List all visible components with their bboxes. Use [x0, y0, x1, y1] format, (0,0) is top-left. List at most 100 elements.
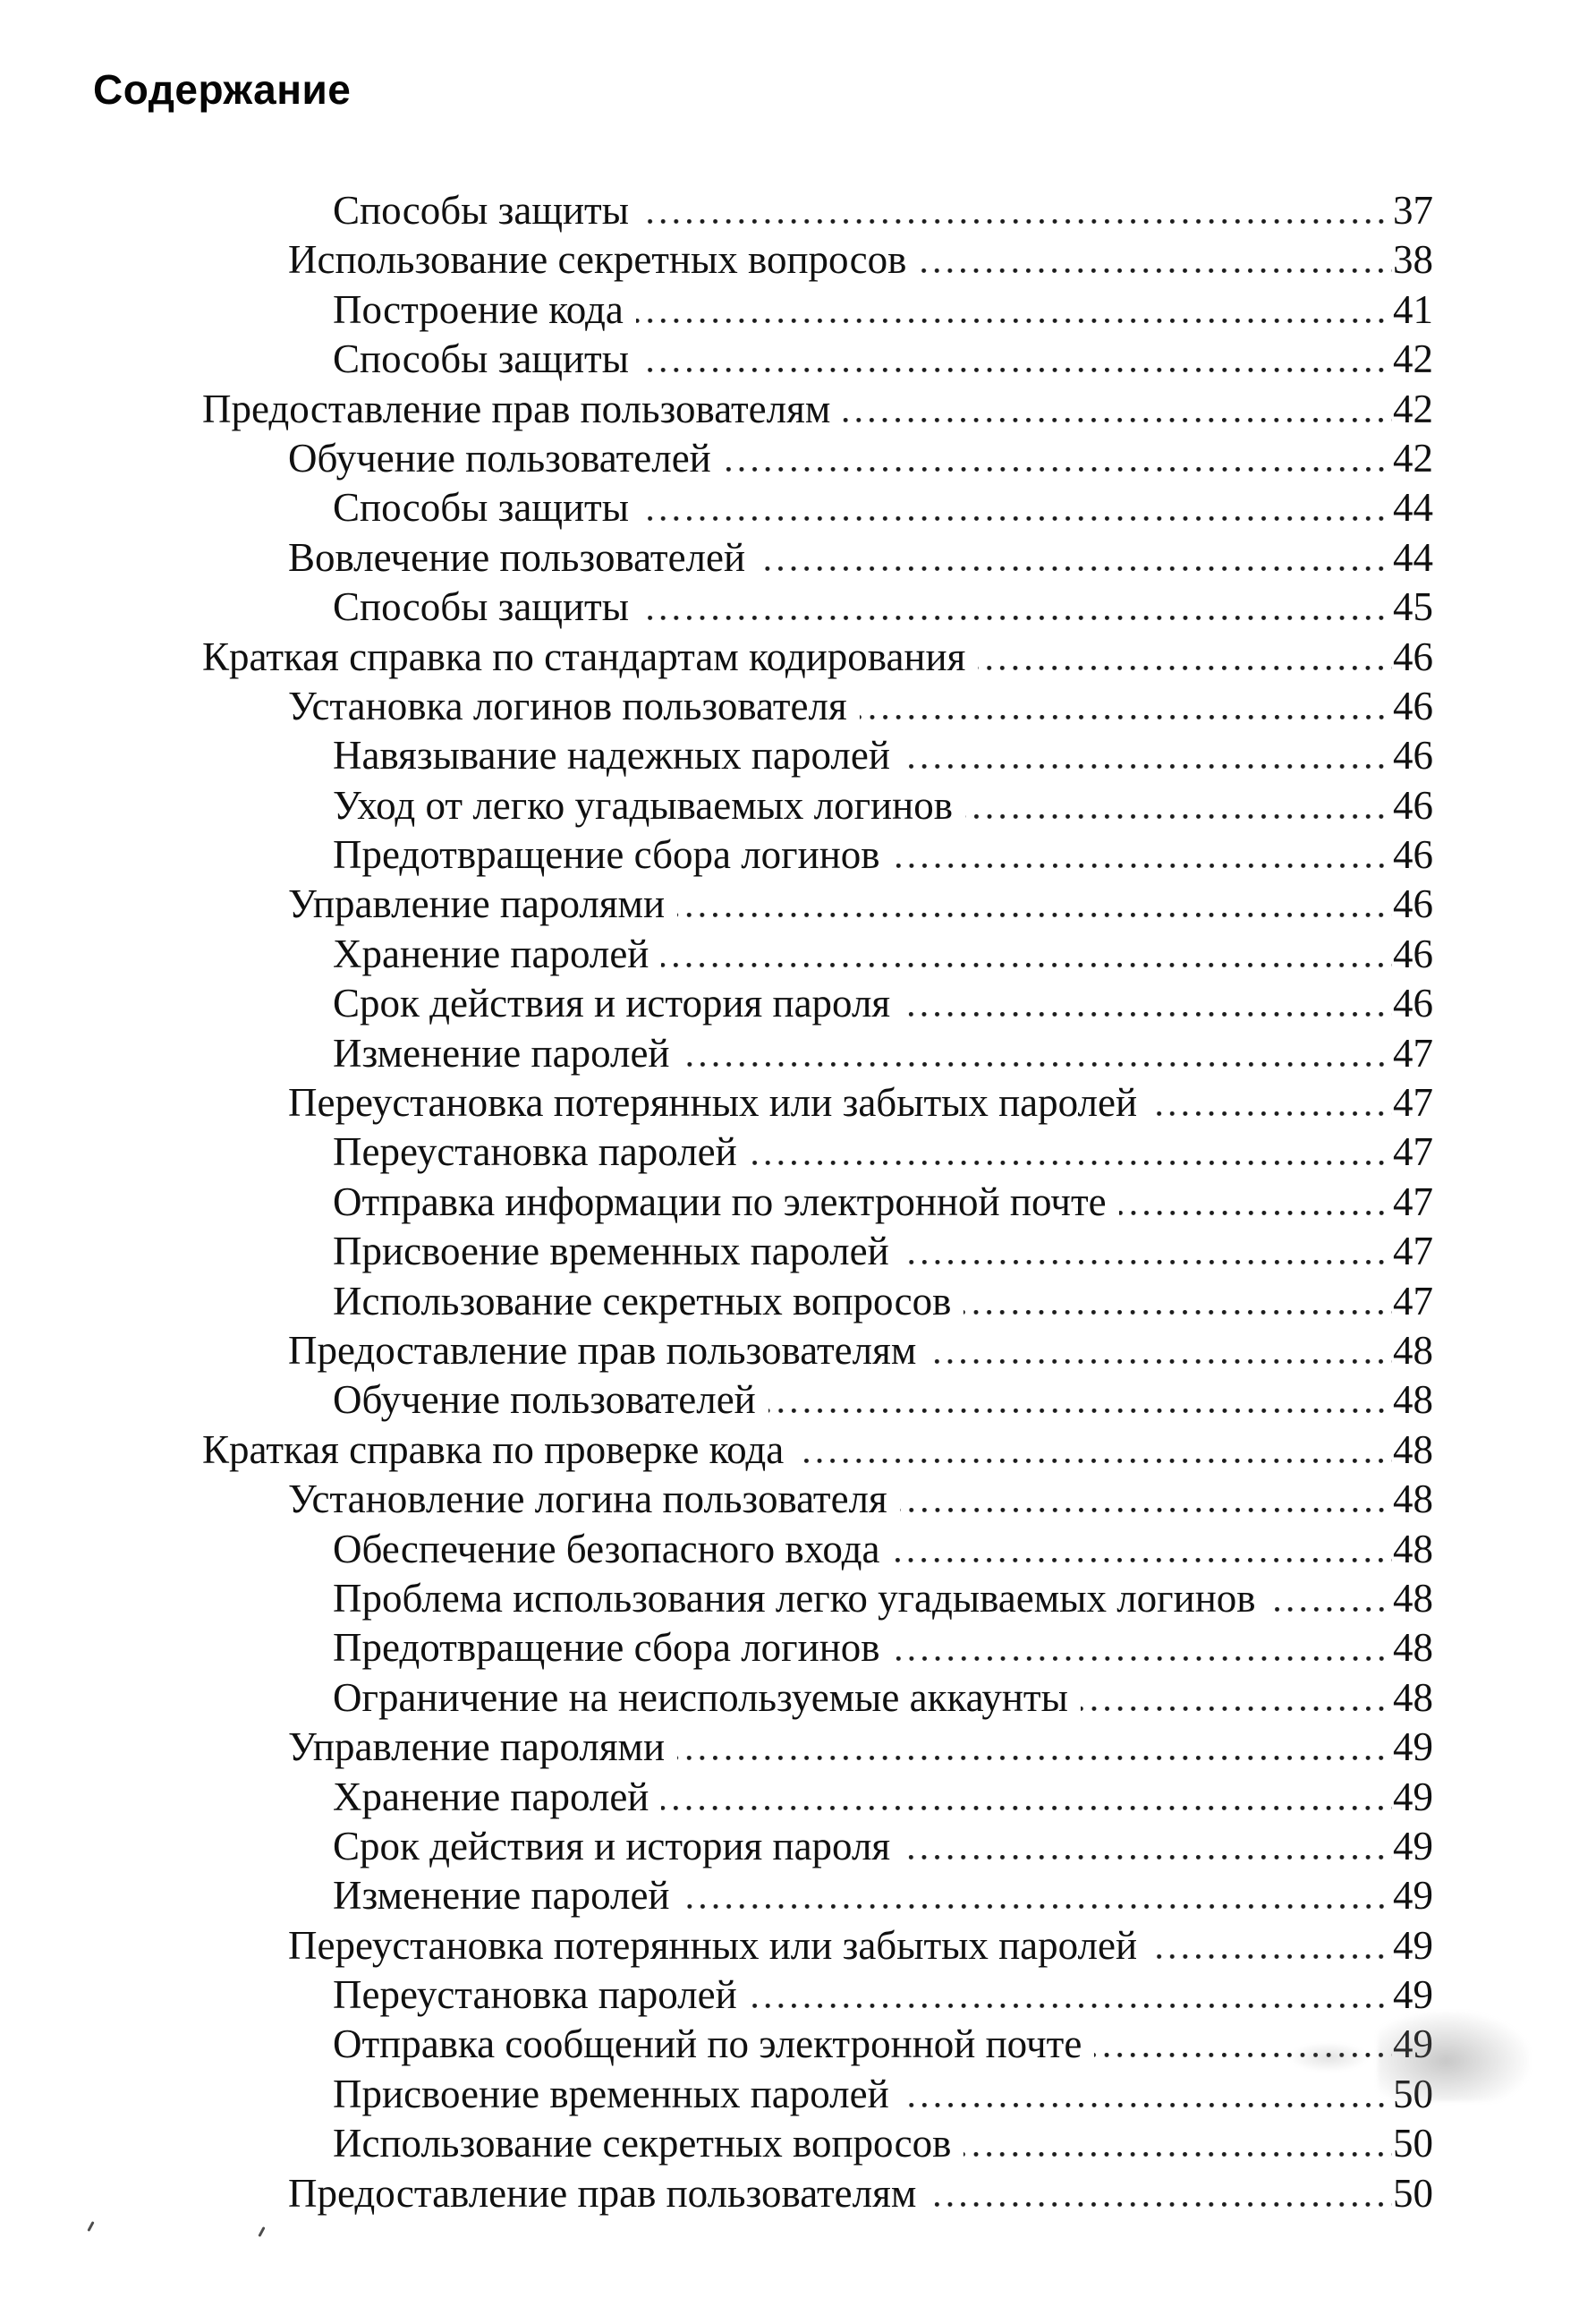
- toc-entry: Срок действия и история пароля 49: [0, 1822, 1596, 1871]
- dot-leader: [682, 1061, 1392, 1067]
- dot-leader: [661, 962, 1392, 967]
- dot-leader: [964, 813, 1392, 819]
- dot-leader: [1150, 1953, 1392, 1959]
- dot-leader: [677, 1756, 1392, 1761]
- toc-entry: Обучение пользователей 48: [0, 1375, 1596, 1425]
- toc-entry-page: 50: [1393, 2071, 1433, 2116]
- toc-entry-label: Срок действия и история пароля: [333, 981, 891, 1026]
- toc-entry-label: Уход от легко угадываемых логинов: [333, 782, 953, 828]
- toc-entry: Обучение пользователей 42: [0, 434, 1596, 483]
- toc-entry-page: 49: [1393, 1823, 1433, 1868]
- toc-entry-label: Присвоение временных паролей: [333, 1229, 889, 1274]
- toc-entry: Хранение паролей 46: [0, 930, 1596, 979]
- dot-leader: [964, 1309, 1392, 1315]
- dot-leader: [641, 368, 1392, 373]
- toc-entry-page: 47: [1393, 1030, 1433, 1076]
- toc-entry: Предотвращение сбора логинов 46: [0, 830, 1596, 880]
- toc-entry-page: 48: [1393, 1327, 1433, 1373]
- toc-entry-page: 44: [1393, 534, 1433, 580]
- toc-entry-label: Переустановка потерянных или забытых пар…: [288, 1080, 1138, 1126]
- toc-list: Способы защиты 37 Использование секретных …: [0, 186, 1596, 2218]
- toc-entry-page: 49: [1393, 1774, 1433, 1819]
- toc-entry-label: Краткая справка по стандартам кодировани…: [202, 634, 966, 679]
- dot-leader: [749, 1161, 1392, 1166]
- dot-leader: [964, 2152, 1392, 2158]
- dot-leader: [903, 1012, 1392, 1017]
- dot-leader: [843, 417, 1392, 422]
- toc-entry-page: 49: [1393, 1972, 1433, 2018]
- toc-entry-page: 50: [1393, 2121, 1433, 2166]
- toc-entry: Проблема использования легко угадываемых…: [0, 1574, 1596, 1623]
- toc-entry-page: 49: [1393, 1873, 1433, 1919]
- toc-entry-page: 44: [1393, 485, 1433, 531]
- scan-speck: [258, 2226, 266, 2238]
- toc-entry-label: Предоставление прав пользователям: [288, 2170, 917, 2216]
- toc-entry: Переустановка паролей 49: [0, 1970, 1596, 2020]
- toc-entry: Краткая справка по проверке кода 48: [0, 1426, 1596, 1475]
- dot-leader: [1118, 1210, 1392, 1215]
- dot-leader: [661, 1805, 1392, 1810]
- dot-leader: [758, 566, 1392, 571]
- dot-leader: [682, 1904, 1392, 1910]
- toc-entry: Хранение паролей 49: [0, 1773, 1596, 1822]
- toc-entry-page: 47: [1393, 1129, 1433, 1175]
- toc-entry-page: 46: [1393, 931, 1433, 976]
- toc-entry-page: 48: [1393, 1377, 1433, 1423]
- toc-entry-label: Использование секретных вопросов: [288, 237, 907, 283]
- dot-leader: [768, 1409, 1392, 1414]
- toc-entry-label: Ограничение на неиспользуемые аккаунты: [333, 1674, 1068, 1720]
- toc-entry: Способы защиты 45: [0, 583, 1596, 632]
- toc-entry: Предоставление прав пользователям 48: [0, 1326, 1596, 1375]
- dot-leader: [903, 1854, 1392, 1860]
- toc-entry: Переустановка потерянных или забытых пар…: [0, 1921, 1596, 1970]
- toc-entry-label: Проблема использования легко угадываемых…: [333, 1575, 1256, 1621]
- toc-entry-label: Срок действия и история пароля: [333, 1823, 891, 1868]
- toc-entry: Способы защиты 37: [0, 186, 1596, 235]
- toc-entry-page: 46: [1393, 881, 1433, 927]
- toc-entry-page: 48: [1393, 1526, 1433, 1571]
- toc-entry-page: 46: [1393, 981, 1433, 1026]
- toc-entry-label: Навязывание надежных паролей: [333, 733, 890, 779]
- toc-entry-page: 38: [1393, 237, 1433, 283]
- toc-entry-label: Обучение пользователей: [333, 1377, 756, 1423]
- toc-entry: Предотвращение сбора логинов 48: [0, 1623, 1596, 1672]
- toc-entry-label: Способы защиты: [333, 188, 629, 233]
- toc-entry: Переустановка паролей 47: [0, 1128, 1596, 1177]
- toc-entry-page: 49: [1393, 2021, 1433, 2067]
- toc-entry-label: Предотвращение сбора логинов: [333, 832, 880, 878]
- toc-entry: Управление паролями 46: [0, 880, 1596, 929]
- toc-entry-label: Предоставление прав пользователям: [202, 386, 831, 431]
- toc-entry-label: Изменение паролей: [333, 1030, 670, 1076]
- toc-entry-page: 46: [1393, 634, 1433, 679]
- toc-entry: Ограничение на неиспользуемые аккаунты 48: [0, 1673, 1596, 1723]
- toc-entry-label: Присвоение временных паролей: [333, 2071, 889, 2116]
- toc-entry: Управление паролями 49: [0, 1723, 1596, 1772]
- dot-leader: [641, 219, 1392, 224]
- toc-entry-page: 47: [1393, 1229, 1433, 1274]
- toc-entry-page: 42: [1393, 435, 1433, 481]
- toc-entry-label: Способы защиты: [333, 485, 629, 531]
- toc-entry-page: 46: [1393, 782, 1433, 828]
- toc-entry-label: Переустановка паролей: [333, 1972, 737, 2018]
- toc-entry: Установка логинов пользователя 46: [0, 682, 1596, 731]
- toc-entry-label: Обеспечение безопасного входа: [333, 1526, 880, 1571]
- toc-entry-page: 42: [1393, 336, 1433, 382]
- toc-entry: Способы защиты 44: [0, 483, 1596, 532]
- toc-entry-label: Переустановка потерянных или забытых пар…: [288, 1922, 1138, 1968]
- toc-entry-label: Использование секретных вопросов: [333, 1278, 952, 1323]
- dot-leader: [641, 516, 1392, 522]
- toc-entry: Обеспечение безопасного входа 48: [0, 1525, 1596, 1574]
- toc-entry-label: Вовлечение пользователей: [288, 534, 746, 580]
- toc-entry-page: 49: [1393, 1922, 1433, 1968]
- toc-entry-label: Использование секретных вопросов: [333, 2121, 952, 2166]
- toc-entry-page: 48: [1393, 1625, 1433, 1671]
- toc-entry: Присвоение временных паролей 50: [0, 2070, 1596, 2119]
- toc-entry: Предоставление прав пользователям 42: [0, 385, 1596, 434]
- toc-entry: Установление логина пользователя 48: [0, 1475, 1596, 1524]
- dot-leader: [929, 1358, 1392, 1364]
- toc-entry-page: 48: [1393, 1674, 1433, 1720]
- dot-leader: [978, 665, 1392, 670]
- toc-entry: Использование секретных вопросов 47: [0, 1277, 1596, 1326]
- dot-leader: [892, 1557, 1392, 1562]
- page-title: Содержание: [93, 65, 352, 113]
